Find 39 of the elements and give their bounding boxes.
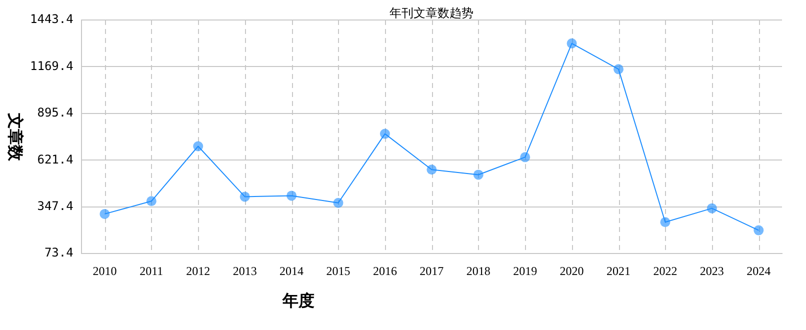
x-tick-label: 2014 (280, 264, 304, 278)
x-tick-label: 2020 (560, 264, 584, 278)
x-tick-label: 2017 (420, 264, 444, 278)
x-tick-label: 2018 (466, 264, 490, 278)
x-tick-label: 2016 (372, 264, 397, 278)
x-tick-label: 2024 (746, 264, 771, 278)
point (754, 225, 764, 236)
point (286, 190, 297, 201)
x-tick-label: 2012 (186, 264, 210, 278)
point (473, 170, 484, 180)
y-axis-title: 文章数 (6, 112, 24, 162)
point (660, 217, 670, 228)
y-tick-label: 73.4 (44, 246, 74, 260)
x-axis-title: 年度 (282, 291, 315, 310)
point (240, 192, 250, 202)
x-tick-label: 2013 (232, 264, 257, 278)
point (520, 152, 530, 162)
y-tick-label: 1443.4 (30, 12, 74, 26)
x-tick-label: 2011 (140, 264, 164, 278)
y-tick-label: 1169.4 (30, 58, 74, 73)
point (333, 198, 344, 208)
point (100, 208, 110, 219)
point (614, 64, 624, 74)
x-tick-label: 2019 (513, 264, 538, 278)
x-tick-label: 2022 (653, 264, 678, 278)
point (566, 38, 577, 48)
point (146, 196, 156, 206)
y-tick-label: 895.4 (37, 106, 74, 120)
point (426, 164, 437, 175)
x-tick-label: 2023 (700, 264, 724, 278)
x-tick-label: 2010 (92, 264, 117, 278)
point (706, 203, 717, 214)
chart-title: 年刊文章数趋势 (390, 6, 474, 20)
point (193, 141, 204, 152)
x-tick-label: 2015 (326, 264, 350, 278)
y-tick-label: 347.4 (37, 199, 74, 214)
y-tick-label: 621.4 (37, 152, 74, 166)
x-tick-label: 2021 (606, 264, 631, 278)
point (380, 128, 390, 139)
